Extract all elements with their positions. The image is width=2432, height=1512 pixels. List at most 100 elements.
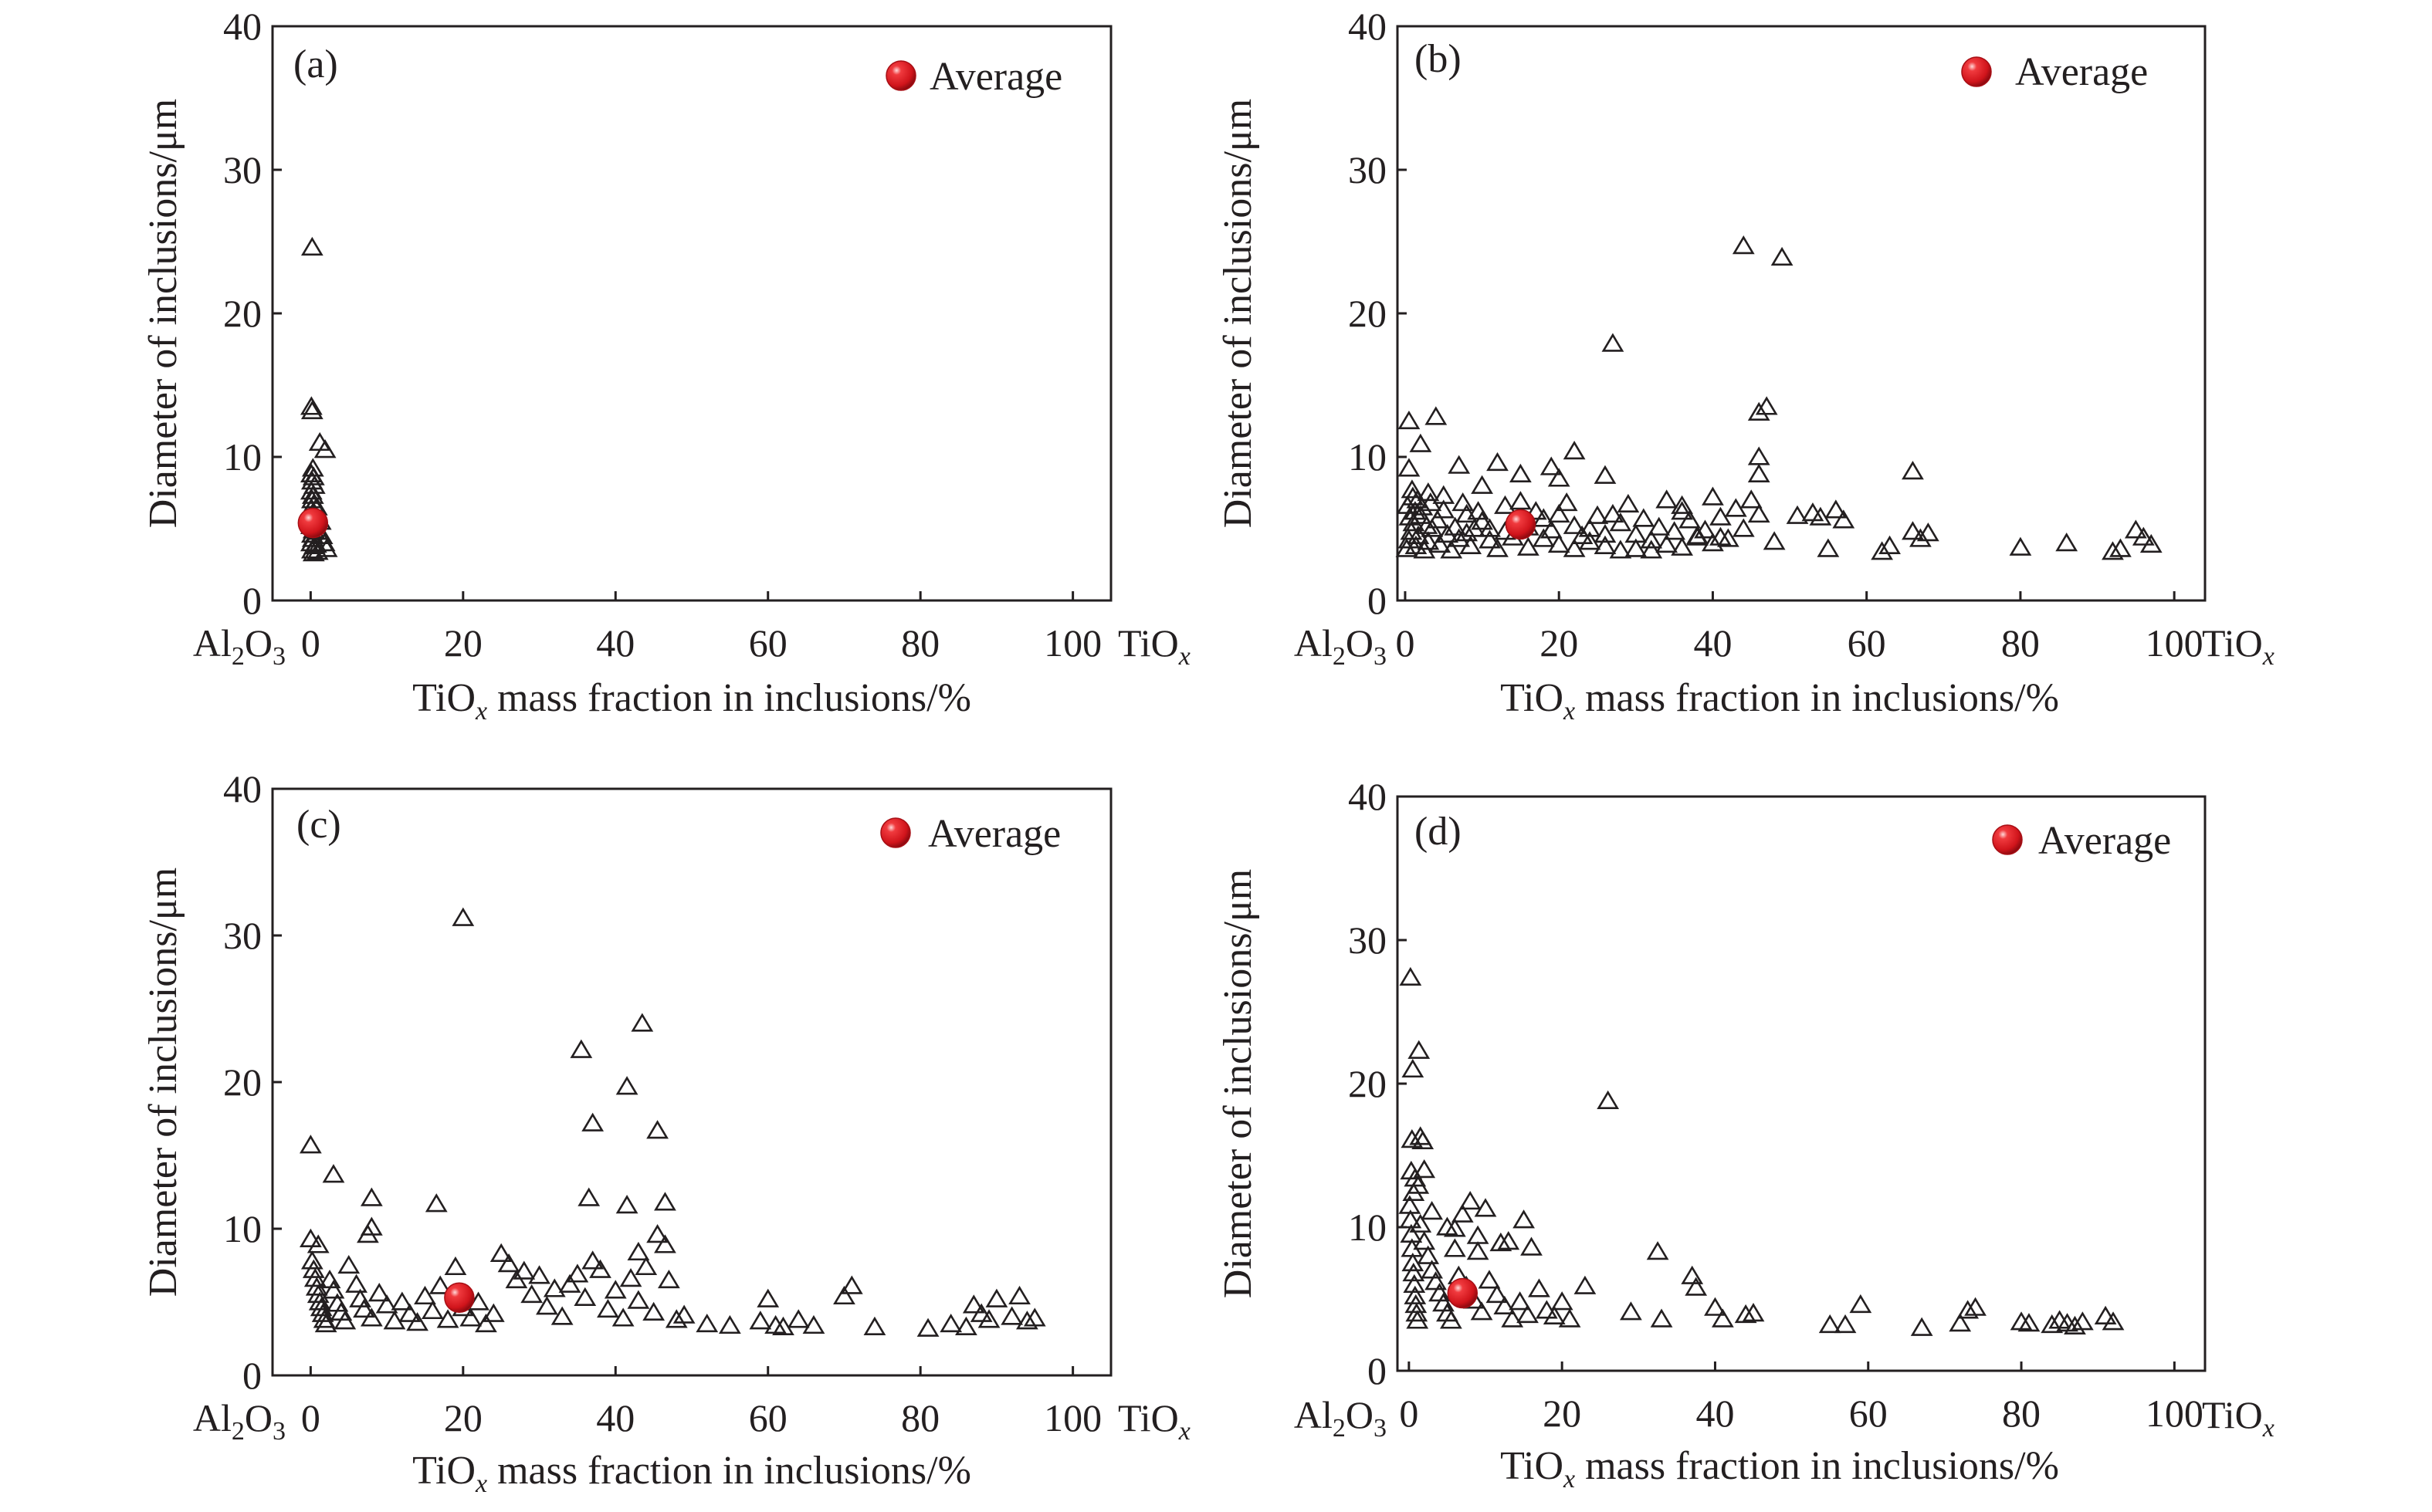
data-point	[1458, 1190, 1482, 1210]
data-point	[2009, 536, 2032, 556]
data-point	[646, 1120, 669, 1139]
data-point	[1448, 528, 1471, 547]
x-tick-label: 0	[301, 1396, 320, 1439]
data-point	[1709, 526, 1732, 546]
data-point	[1524, 501, 1547, 520]
data-point	[322, 1280, 345, 1299]
data-point	[1711, 1308, 1734, 1328]
data-point	[1747, 446, 1770, 465]
data-point	[1493, 1295, 1516, 1314]
data-point	[2094, 1305, 2117, 1324]
data-point	[2124, 519, 2147, 539]
data-point	[1681, 1265, 1704, 1284]
data-point	[1016, 1311, 1038, 1330]
x-axis-title: TiOx mass fraction in inclusions/%	[1500, 1444, 2059, 1493]
data-point	[1443, 1218, 1466, 1237]
data-point	[425, 1193, 448, 1213]
data-point	[627, 1290, 650, 1309]
data-point	[1421, 1260, 1444, 1279]
data-point	[1902, 521, 1924, 540]
y-tick-label: 0	[242, 1354, 262, 1397]
panel-d: 0 20 40 60 80 100 0 10 20 30 40 (d) Average Diamet…	[1216, 775, 2274, 1493]
x-end-label-al2o3: Al2O3	[193, 621, 286, 671]
data-point	[2109, 538, 2132, 557]
data-point	[497, 1253, 520, 1273]
data-point	[646, 1224, 669, 1243]
y-tick-label: 0	[1367, 579, 1387, 622]
data-point	[1509, 463, 1532, 482]
data-point	[550, 1306, 574, 1325]
data-point	[1547, 503, 1570, 523]
x-axis-title: TiOx mass fraction in inclusions/%	[412, 1449, 971, 1498]
data-point	[1964, 1297, 1987, 1316]
data-point	[300, 1250, 323, 1270]
data-point	[1646, 1241, 1669, 1260]
data-point	[772, 1316, 794, 1335]
data-point	[1466, 1241, 1489, 1260]
data-point	[1573, 1275, 1597, 1294]
tick-marks: 0 20 40 60 80 100 0 10 20 30 40	[1348, 775, 2203, 1435]
data-point	[1411, 496, 1434, 516]
data-point	[570, 1039, 593, 1058]
data-point	[574, 1287, 597, 1306]
plot-frame	[1396, 795, 2207, 1372]
data-point	[1716, 528, 1739, 547]
data-point	[558, 1274, 581, 1293]
x-end-label-tiox: TiOx	[1118, 621, 1191, 671]
data-point	[1409, 433, 1432, 452]
legend-average-marker	[1961, 56, 1992, 87]
data-point	[543, 1278, 566, 1297]
x-tick-label: 0	[1395, 621, 1414, 665]
data-point	[322, 1164, 345, 1183]
data-point	[1742, 1303, 1765, 1322]
data-point	[2102, 541, 2124, 560]
data-point	[1407, 1040, 1431, 1059]
data-point	[513, 1260, 536, 1280]
panel-a: 0 20 40 60 80 100 0 10 20 30 40 (a) Average Diamet…	[141, 5, 1191, 726]
data-point	[299, 1135, 322, 1154]
data-point	[1415, 515, 1438, 534]
data-point	[1413, 1159, 1436, 1179]
panel-label: (a)	[293, 42, 338, 86]
y-tick-label: 20	[223, 1060, 262, 1104]
y-tick-label: 40	[1348, 775, 1387, 818]
data-point	[1563, 441, 1586, 460]
data-point	[406, 1312, 428, 1331]
data-point	[566, 1263, 589, 1283]
data-point	[615, 1076, 638, 1095]
data-point	[1402, 1182, 1425, 1202]
data-point	[1558, 1308, 1581, 1328]
data-point	[444, 1256, 467, 1276]
data-point	[536, 1296, 558, 1315]
data-point	[1520, 1236, 1543, 1256]
data-point	[1732, 235, 1755, 255]
data-point	[1563, 538, 1586, 557]
data-point	[597, 1298, 619, 1318]
data-point	[1406, 1310, 1429, 1329]
data-point	[383, 1311, 406, 1330]
data-point	[2139, 533, 2163, 553]
data-point	[1509, 1291, 1532, 1311]
data-point	[1786, 505, 1809, 524]
data-point	[642, 1301, 666, 1321]
legend-label: Average	[2038, 819, 2171, 863]
data-point	[1640, 529, 1663, 549]
data-point	[482, 1303, 505, 1322]
panel-label: (d)	[1414, 810, 1462, 854]
data-point	[955, 1316, 977, 1335]
x-tick-label: 0	[301, 621, 320, 665]
data-point	[1909, 528, 1932, 547]
data-point	[1747, 463, 1770, 482]
x-axis-title: TiOx mass fraction in inclusions/%	[1500, 676, 2059, 726]
data-point	[1849, 1294, 1872, 1314]
data-point	[1440, 1310, 1462, 1329]
data-point	[303, 1268, 327, 1287]
data-point	[1413, 1231, 1436, 1250]
data-point	[1417, 531, 1440, 550]
data-point	[1578, 531, 1601, 550]
data-point	[672, 1304, 696, 1324]
data-point	[2055, 533, 2078, 552]
legend-average-marker	[1992, 824, 2023, 855]
y-tick-label: 30	[1348, 918, 1387, 962]
data-point	[1001, 1306, 1024, 1325]
